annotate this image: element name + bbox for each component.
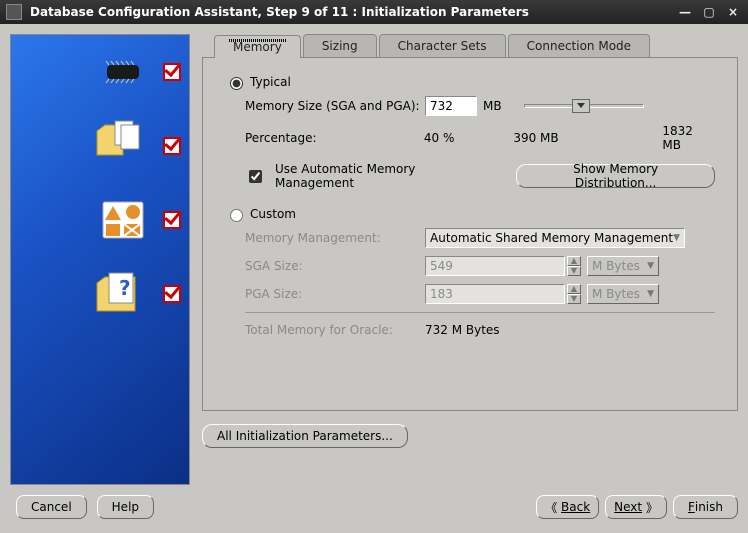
- custom-label: Custom: [250, 207, 296, 221]
- wizard-sidebar: ?: [10, 34, 190, 485]
- use-amm-checkbox[interactable]: [249, 170, 262, 183]
- sga-spin-up: ▲: [567, 256, 581, 266]
- folder-files-icon: [93, 119, 153, 173]
- minimize-button[interactable]: —: [676, 5, 694, 19]
- tab-body-memory: Typical Memory Size (SGA and PGA): MB: [202, 57, 738, 411]
- cancel-button[interactable]: Cancel: [16, 495, 87, 519]
- next-button-label: Next: [614, 500, 642, 514]
- pga-spin-down: ▼: [567, 294, 581, 304]
- pga-unit-value: M Bytes: [592, 287, 640, 301]
- sga-unit-value: M Bytes: [592, 259, 640, 273]
- back-button-label: Back: [561, 500, 590, 514]
- svg-text:?: ?: [119, 276, 131, 300]
- folder-question-icon: ?: [93, 267, 153, 321]
- sga-unit-combo: M Bytes ▼: [587, 256, 659, 276]
- slider-handle[interactable]: [572, 99, 590, 113]
- tab-sizing[interactable]: Sizing: [303, 34, 377, 57]
- close-button[interactable]: ×: [724, 5, 742, 19]
- sga-size-label: SGA Size:: [245, 259, 425, 273]
- sga-size-input: [425, 256, 565, 276]
- all-init-params-button[interactable]: All Initialization Parameters...: [202, 424, 408, 448]
- checkmark-icon: [163, 137, 181, 155]
- tabs: Memory Sizing Character Sets Connection …: [214, 34, 738, 57]
- app-icon: [6, 4, 22, 20]
- chevron-down-icon: ▼: [673, 233, 680, 243]
- total-memory-label: Total Memory for Oracle:: [245, 323, 425, 337]
- back-button[interactable]: 《 Back: [536, 495, 599, 519]
- wizard-footer: Cancel Help 《 Back Next 》 Finish: [10, 485, 738, 523]
- mem-size-unit: MB: [483, 99, 502, 113]
- total-memory-value: 732 M Bytes: [425, 323, 500, 337]
- memory-slider[interactable]: [524, 104, 644, 108]
- pga-unit-combo: M Bytes ▼: [587, 284, 659, 304]
- typical-radio[interactable]: [230, 77, 243, 90]
- checkmark-icon: [163, 63, 181, 81]
- sidebar-step-3: [11, 183, 189, 257]
- sga-spin-down: ▼: [567, 266, 581, 276]
- finish-button[interactable]: Finish: [673, 495, 738, 519]
- help-button[interactable]: Help: [97, 495, 154, 519]
- finish-button-rest: inish: [695, 500, 723, 514]
- pga-size-input: [425, 284, 565, 304]
- sidebar-step-4: ?: [11, 257, 189, 331]
- mem-size-label: Memory Size (SGA and PGA):: [245, 99, 425, 113]
- titlebar: Database Configuration Assistant, Step 9…: [0, 0, 748, 24]
- pga-spin-up: ▲: [567, 284, 581, 294]
- use-amm-label: Use Automatic Memory Management: [275, 162, 496, 190]
- memory-mgmt-value: Automatic Shared Memory Management: [430, 231, 673, 245]
- maximize-button[interactable]: ▢: [700, 5, 718, 19]
- checkmark-icon: [163, 285, 181, 303]
- next-button[interactable]: Next 》: [605, 495, 667, 519]
- mid-mb-value: 390 MB: [513, 131, 662, 145]
- mem-size-input[interactable]: [425, 96, 477, 116]
- memory-mgmt-combo: Automatic Shared Memory Management ▼: [425, 228, 685, 248]
- chevron-down-icon: ▼: [647, 261, 654, 271]
- memory-mgmt-label: Memory Management:: [245, 231, 425, 245]
- show-memory-distribution-button[interactable]: Show Memory Distribution...: [516, 164, 715, 188]
- chip-icon: [93, 45, 153, 99]
- percentage-value: 40 %: [424, 131, 513, 145]
- sidebar-step-1: [11, 35, 189, 109]
- tab-connmode[interactable]: Connection Mode: [508, 34, 650, 57]
- typical-label: Typical: [250, 75, 291, 89]
- max-mb-value: 1832 MB: [662, 124, 715, 152]
- sidebar-step-2: [11, 109, 189, 183]
- shapes-icon: [93, 193, 153, 247]
- tab-charsets[interactable]: Character Sets: [379, 34, 506, 57]
- chevron-down-icon: ▼: [647, 289, 654, 299]
- percentage-label: Percentage:: [245, 131, 424, 145]
- pga-size-label: PGA Size:: [245, 287, 425, 301]
- checkmark-icon: [163, 211, 181, 229]
- window-title: Database Configuration Assistant, Step 9…: [30, 5, 676, 19]
- tab-memory[interactable]: Memory: [214, 35, 301, 58]
- custom-radio[interactable]: [230, 209, 243, 222]
